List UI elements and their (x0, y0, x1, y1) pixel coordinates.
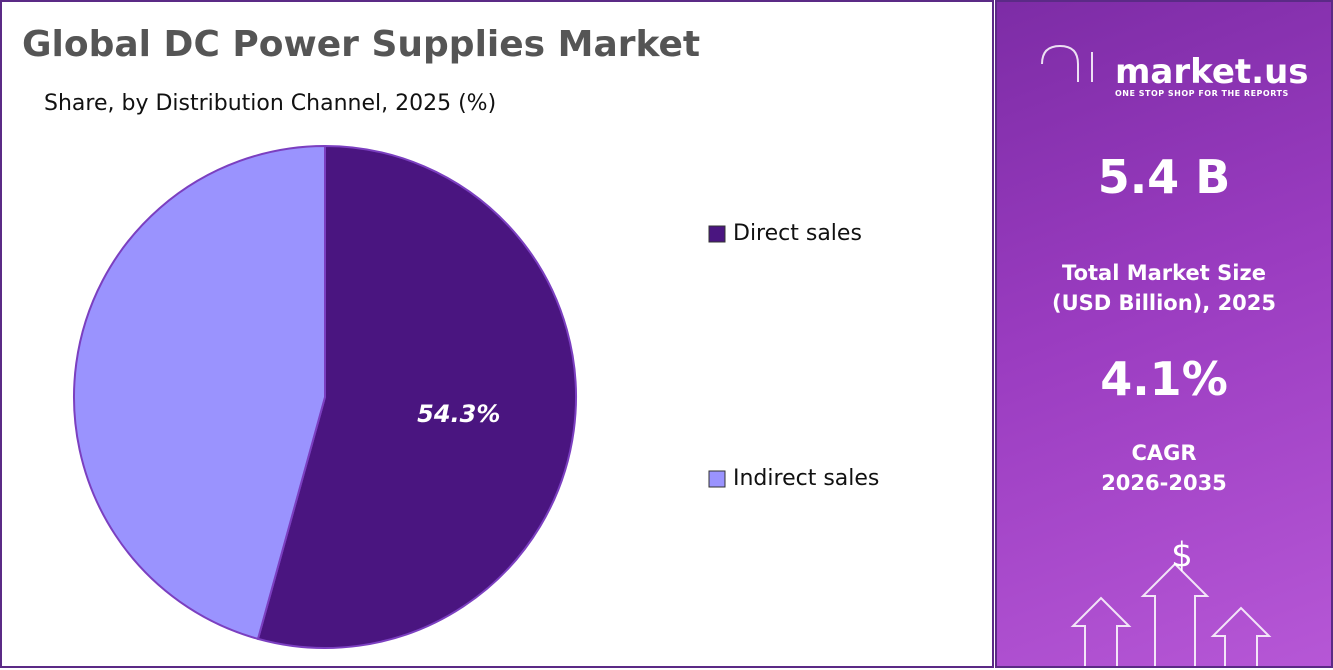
cagr: 4.1% (1100, 352, 1228, 406)
market-size: 5.4 B (1097, 150, 1231, 204)
data-label: 54.3% (417, 400, 500, 428)
market-size-label: Total Market Size (USD Billion), 2025 (997, 258, 1331, 318)
legend-swatch (708, 225, 726, 243)
chart-title: Global DC Power Supplies Market (22, 24, 700, 65)
pie-slice (73, 144, 326, 641)
dollar-icon: $ (1171, 536, 1193, 576)
pie-slice (256, 144, 577, 649)
chart-panel: Global DC Power Supplies Market Share, b… (0, 0, 994, 668)
label-line: 2026-2035 (1101, 471, 1227, 495)
legend-swatch (708, 470, 726, 488)
label-line: (USD Billion), 2025 (1051, 291, 1277, 315)
tagline: ONE STOP SHOP FOR THE REPORTS (1115, 89, 1289, 98)
label-line: CAGR (1131, 441, 1197, 465)
label-line: Total Market Size (1062, 261, 1266, 285)
legend-label: Direct sales (733, 221, 862, 246)
summary-panel: $ market.us ONE STOP SHOP FOR THE REPORT… (995, 0, 1333, 668)
brand: market.us (1115, 52, 1309, 92)
chart: Global DC Power Supplies Market Share, b… (22, 24, 879, 649)
cagr-label: CAGR 2026-2035 (997, 438, 1331, 498)
chart-subtitle: Share, by Distribution Channel, 2025 (%) (44, 91, 496, 116)
decoration: $ (1041, 44, 1272, 666)
legend-label: Indirect sales (733, 466, 879, 491)
